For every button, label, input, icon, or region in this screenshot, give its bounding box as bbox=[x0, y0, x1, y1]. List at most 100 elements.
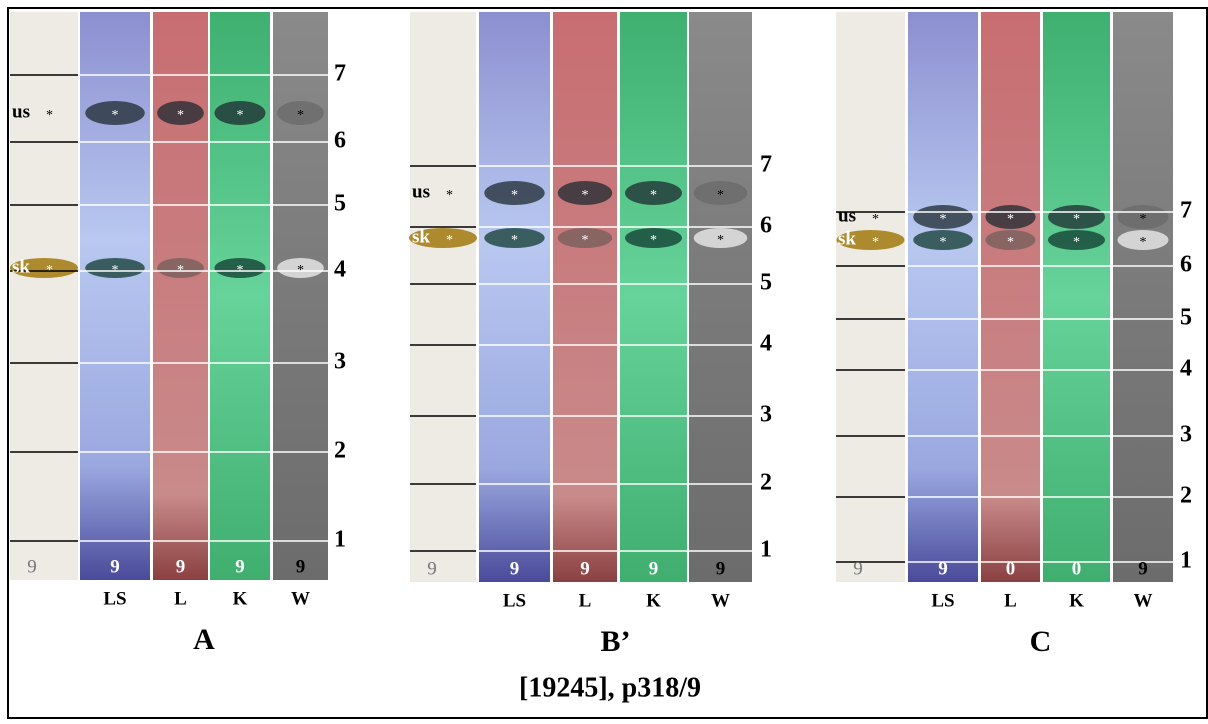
scale-label: 3 bbox=[334, 349, 346, 375]
lane-label: L bbox=[1004, 590, 1017, 611]
paper-strip bbox=[410, 12, 476, 582]
scale-label: 3 bbox=[1180, 422, 1192, 448]
sk-spot bbox=[836, 230, 905, 250]
spot-label: sk bbox=[12, 256, 30, 277]
scale-label: 4 bbox=[1180, 356, 1192, 382]
sample-label: 9 bbox=[1138, 558, 1148, 579]
scale-label: 7 bbox=[1180, 198, 1192, 224]
spot-marker: * bbox=[46, 108, 53, 123]
lane-label: W bbox=[711, 590, 730, 611]
lane-label: K bbox=[646, 590, 661, 611]
sk-spot bbox=[277, 258, 324, 278]
sample-label: 9 bbox=[296, 556, 306, 577]
scale-label: 4 bbox=[760, 331, 772, 357]
scale-label: 5 bbox=[1180, 305, 1192, 331]
sample-label: 9 bbox=[716, 558, 726, 579]
sk-spot bbox=[985, 230, 1036, 250]
sample-label: 9 bbox=[235, 556, 245, 577]
paper-sample: 9 bbox=[427, 558, 437, 579]
lane-strip bbox=[620, 12, 687, 582]
us-spot bbox=[214, 101, 266, 125]
caption: [19245], p318/9 bbox=[519, 672, 701, 703]
spot-marker: * bbox=[872, 212, 879, 227]
lane-strip bbox=[479, 12, 550, 582]
spot-marker: * bbox=[940, 212, 947, 227]
sk-spot bbox=[693, 228, 748, 248]
lane-label: L bbox=[174, 588, 187, 609]
scale-label: 6 bbox=[760, 213, 772, 239]
sk-spot bbox=[1117, 230, 1169, 250]
lane-strip bbox=[1113, 12, 1173, 582]
scale-label: 1 bbox=[760, 537, 772, 563]
spot-marker: * bbox=[446, 188, 453, 203]
spot-marker: * bbox=[511, 188, 518, 203]
spot-marker: * bbox=[717, 188, 724, 203]
spot-marker: * bbox=[1073, 235, 1080, 250]
scale-label: 1 bbox=[334, 527, 346, 553]
sample-label: 0 bbox=[1072, 558, 1082, 579]
spot-label: us bbox=[12, 101, 30, 122]
spot-marker: * bbox=[1073, 212, 1080, 227]
spot-marker: * bbox=[1007, 235, 1014, 250]
lane-strip bbox=[153, 12, 208, 580]
scale-label: 5 bbox=[760, 270, 772, 296]
panel-label: B’ bbox=[601, 625, 631, 658]
lane-label: W bbox=[1134, 590, 1153, 611]
lane-strip bbox=[273, 12, 328, 580]
scale-label: 2 bbox=[1180, 483, 1192, 509]
lane-label: W bbox=[291, 588, 310, 609]
paper-strip bbox=[836, 12, 905, 582]
spot-label: sk bbox=[412, 226, 430, 247]
paper-sample: 9 bbox=[27, 556, 37, 577]
sample-label: 9 bbox=[176, 556, 186, 577]
scale-label: 6 bbox=[334, 128, 346, 154]
sample-label: 9 bbox=[580, 558, 590, 579]
spot-marker: * bbox=[1140, 235, 1147, 250]
sk-spot bbox=[409, 228, 477, 248]
spot-marker: * bbox=[940, 235, 947, 250]
us-spot bbox=[277, 101, 324, 125]
spot-marker: * bbox=[872, 235, 879, 250]
scale-label: 2 bbox=[334, 438, 346, 464]
spot-marker: * bbox=[650, 188, 657, 203]
scale-label: 4 bbox=[334, 257, 346, 283]
spot-marker: * bbox=[177, 263, 184, 278]
us-spot bbox=[484, 181, 545, 205]
sample-label: 9 bbox=[649, 558, 659, 579]
sk-spot bbox=[1048, 230, 1105, 250]
scale-label: 3 bbox=[760, 402, 772, 428]
us-spot bbox=[1048, 205, 1105, 229]
us-spot bbox=[985, 205, 1036, 229]
sk-spot bbox=[157, 258, 204, 278]
scale-label: 1 bbox=[1180, 548, 1192, 574]
spot-marker: * bbox=[717, 233, 724, 248]
spot-marker: * bbox=[511, 233, 518, 248]
lane-strip bbox=[1043, 12, 1110, 582]
sk-spot bbox=[214, 258, 266, 278]
us-spot bbox=[693, 181, 748, 205]
scale-label: 7 bbox=[760, 152, 772, 178]
sample-label: 9 bbox=[110, 556, 120, 577]
lane-strip bbox=[981, 12, 1040, 582]
lane-strip bbox=[908, 12, 978, 582]
lane-label: K bbox=[1069, 590, 1084, 611]
sk-spot bbox=[557, 228, 613, 248]
panel-label: C bbox=[1030, 625, 1052, 658]
spot-marker: * bbox=[237, 263, 244, 278]
spot-marker: * bbox=[582, 188, 589, 203]
lane-label: LS bbox=[503, 590, 526, 611]
spot-marker: * bbox=[297, 108, 304, 123]
lane-label: L bbox=[579, 590, 592, 611]
scale-label: 2 bbox=[760, 470, 772, 496]
spot-marker: * bbox=[297, 263, 304, 278]
spot-marker: * bbox=[1140, 212, 1147, 227]
sample-label: 0 bbox=[1006, 558, 1016, 579]
spot-marker: * bbox=[650, 233, 657, 248]
spot-label: us bbox=[412, 181, 430, 202]
spot-marker: * bbox=[112, 108, 119, 123]
sk-spot bbox=[484, 228, 545, 248]
lane-strip bbox=[689, 12, 752, 582]
us-spot bbox=[913, 205, 973, 229]
spot-marker: * bbox=[237, 108, 244, 123]
